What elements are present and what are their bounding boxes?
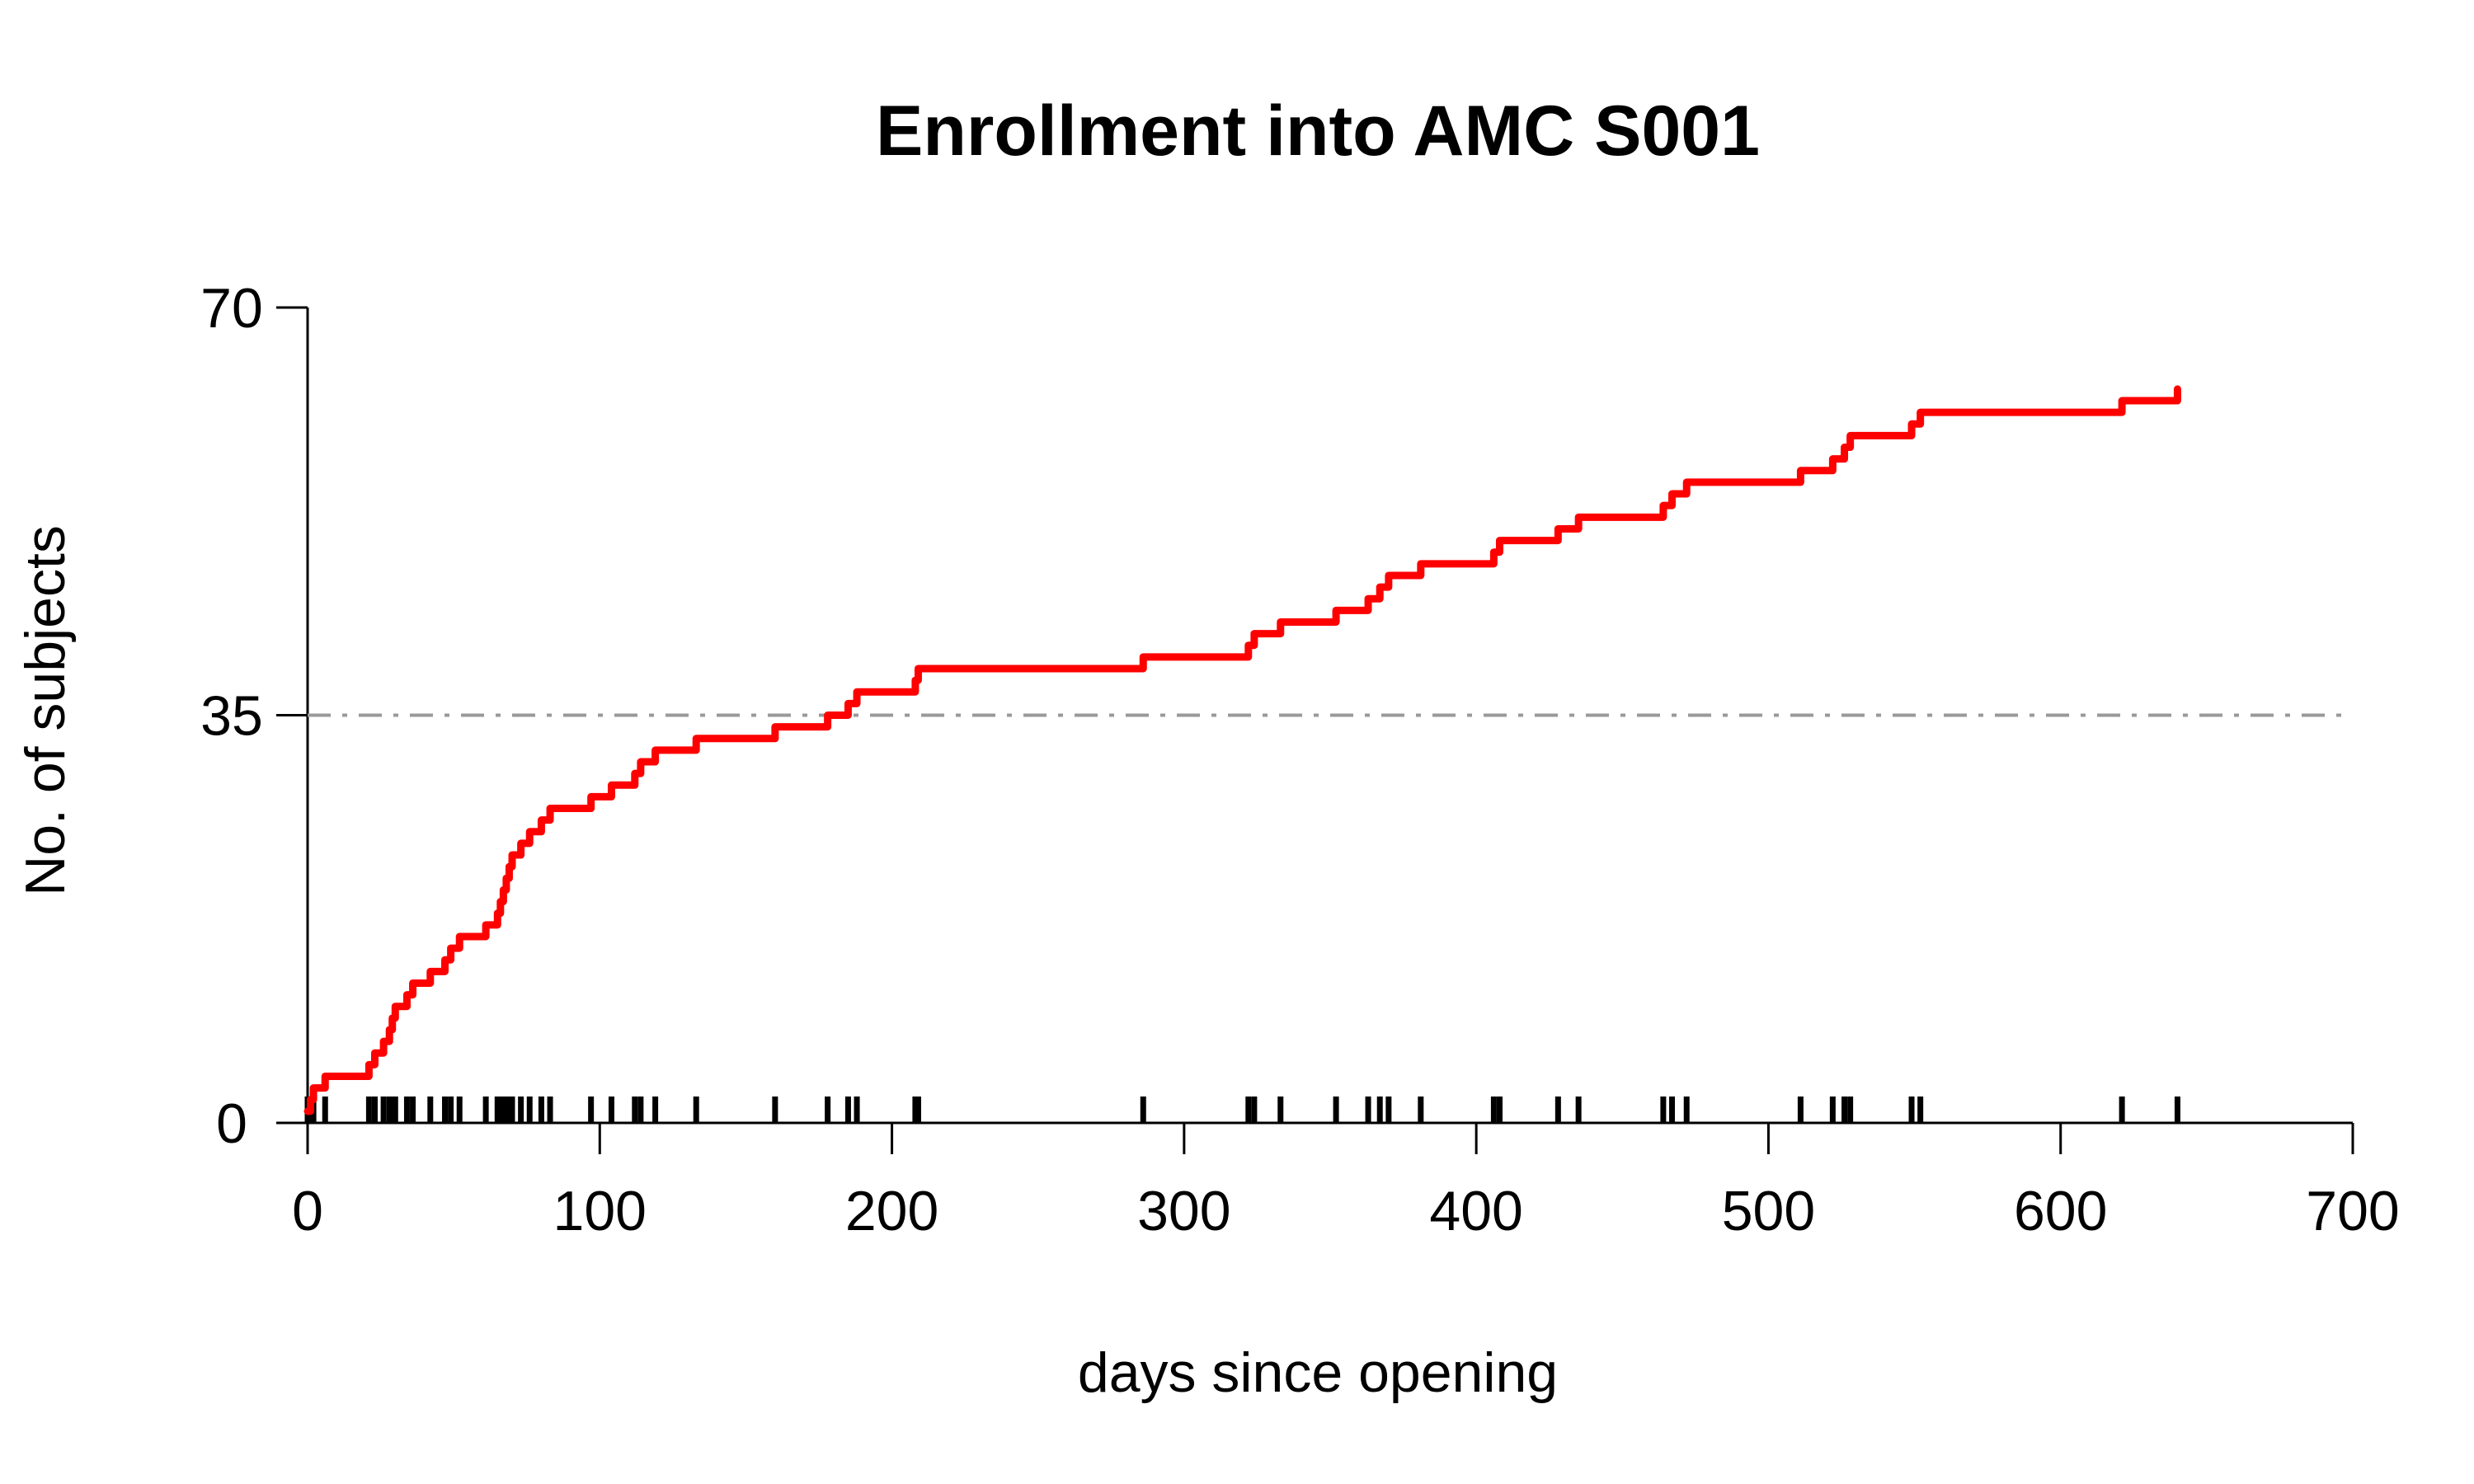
x-tick-label: 700 bbox=[2306, 1180, 2399, 1242]
chart-title: Enrollment into AMC S001 bbox=[876, 92, 1760, 171]
enrollment-step-line bbox=[303, 385, 2181, 1115]
y-axis-label: No. of subjects bbox=[14, 525, 77, 896]
x-tick-label: 200 bbox=[845, 1180, 938, 1242]
x-tick-label: 300 bbox=[1137, 1180, 1230, 1242]
x-tick-label: 100 bbox=[553, 1180, 647, 1242]
y-tick-label: 35 bbox=[200, 685, 263, 748]
series-layer bbox=[303, 385, 2181, 1115]
x-axis-label: days since opening bbox=[1078, 1341, 1558, 1404]
y-tick-label: 0 bbox=[216, 1092, 247, 1155]
y-tick-label: 70 bbox=[200, 277, 263, 340]
x-tick-label: 500 bbox=[1722, 1180, 1815, 1242]
x-tick-label: 400 bbox=[1429, 1180, 1522, 1242]
x-tick-label: 0 bbox=[292, 1180, 323, 1242]
axes: 0 100 200 300 400 500 600 700 0 35 70 bbox=[200, 277, 2400, 1242]
rug-layer bbox=[304, 1097, 2180, 1123]
x-tick-label: 600 bbox=[2014, 1180, 2107, 1242]
